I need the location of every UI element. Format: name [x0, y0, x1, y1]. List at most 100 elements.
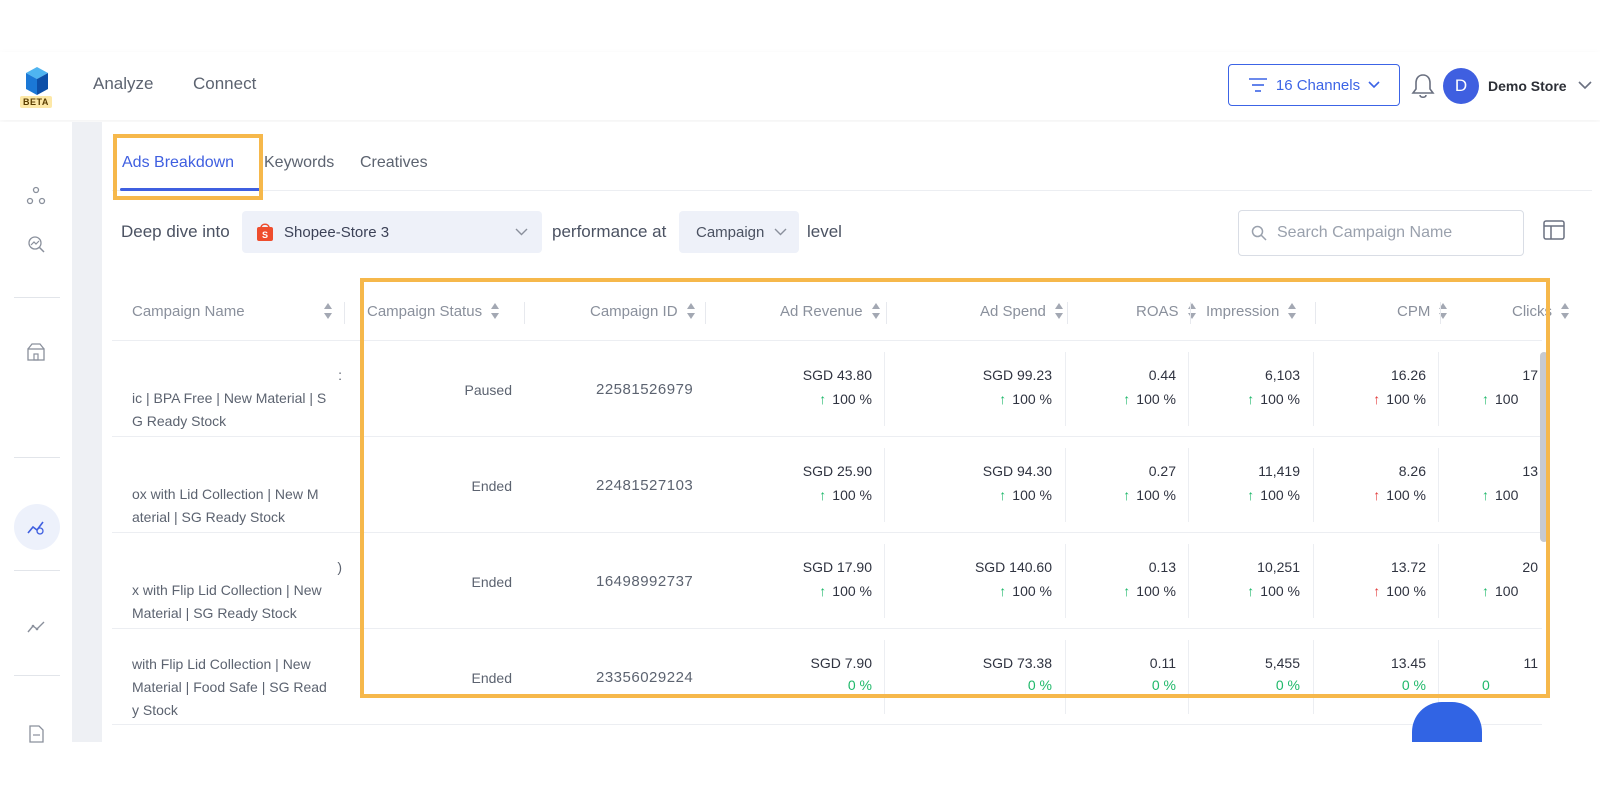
metric-change: ↑ 100 % — [922, 583, 1052, 599]
chevron-down-icon — [1368, 81, 1380, 89]
impression-cell: 5,455 0 % — [1196, 655, 1300, 693]
table-scrollbar[interactable] — [1540, 352, 1548, 542]
column-separator — [1315, 302, 1316, 324]
campaign-name-line: Material | Food Safe | SG Read — [132, 679, 327, 695]
search-analytics-icon[interactable] — [24, 232, 48, 256]
col-header-campaign-name[interactable]: Campaign Name — [132, 290, 333, 332]
sidebar — [0, 122, 72, 743]
arrow-up-icon: ↑ — [1247, 487, 1255, 503]
column-separator — [886, 302, 887, 324]
column-separator — [344, 302, 345, 324]
ads-analytics-icon[interactable] — [24, 515, 48, 539]
col-header-ad-spend[interactable]: Ad Spend — [980, 290, 1064, 332]
cell-separator — [884, 640, 885, 714]
impression-cell: 6,103 ↑ 100 % — [1196, 367, 1300, 407]
arrow-up-icon: ↑ — [1482, 391, 1489, 407]
tab-ads-breakdown[interactable]: Ads Breakdown — [122, 154, 235, 171]
change-value: 100 — [1495, 391, 1519, 407]
cell-separator — [1188, 640, 1189, 714]
clicks-cell: 13 ↑ 100 — [1482, 463, 1538, 503]
change-value: 100 % — [832, 487, 872, 503]
store-name[interactable]: Demo Store — [1488, 78, 1567, 94]
avatar[interactable]: D — [1443, 68, 1479, 104]
filter-prefix: Deep dive into — [121, 222, 230, 241]
bell-icon[interactable] — [1410, 72, 1436, 100]
col-header-label: ROAS — [1136, 302, 1179, 320]
campaign-name[interactable]: ) x with Flip Lid Collection | New Mater… — [132, 556, 342, 625]
campaign-id: 22581526979 — [596, 381, 694, 398]
campaign-name-line: G Ready Stock — [132, 413, 227, 429]
row-divider — [112, 436, 1542, 437]
sidebar-divider — [14, 457, 60, 458]
nav-analyze[interactable]: Analyze — [93, 74, 154, 93]
metric-change: 0 — [1482, 677, 1538, 693]
change-value: 100 % — [1012, 391, 1052, 407]
app-logo-icon[interactable] — [22, 65, 52, 109]
change-value: 0 % — [1151, 677, 1176, 693]
arrow-up-icon: ↑ — [1482, 487, 1489, 503]
arrow-up-red-icon: ↑ — [1373, 391, 1381, 407]
cell-separator — [1313, 352, 1314, 426]
sort-icon — [1187, 303, 1196, 319]
channels-filter-button[interactable]: 16 Channels — [1228, 64, 1400, 106]
shopee-bag-icon: S — [257, 223, 273, 241]
clicks-cell: 11 0 — [1482, 655, 1538, 693]
campaign-name-line: aterial | SG Ready Stock — [132, 509, 286, 525]
arrow-up-icon: ↑ — [999, 487, 1007, 503]
arrow-up-icon: ↑ — [999, 391, 1007, 407]
cell-separator — [1065, 352, 1066, 426]
col-header-roas[interactable]: ROAS — [1136, 290, 1197, 332]
col-header-cpm[interactable]: CPM — [1397, 290, 1448, 332]
metric-change: 0 % — [1072, 677, 1176, 693]
search-box[interactable] — [1238, 210, 1524, 256]
trend-icon[interactable] — [24, 615, 48, 639]
store-icon[interactable] — [24, 340, 48, 364]
beta-badge: BETA — [20, 96, 52, 108]
campaign-id: 23356029224 — [596, 669, 694, 686]
campaign-name[interactable]: with Flip Lid Collection | New Material … — [132, 653, 342, 722]
metric-value: SGD 7.90 — [810, 655, 872, 671]
change-value: 100 % — [1260, 487, 1300, 503]
metric-value: 0.27 — [1148, 463, 1176, 479]
change-value: 100 % — [1136, 487, 1176, 503]
level-select[interactable]: Campaign — [679, 211, 799, 253]
arrow-up-red-icon: ↑ — [1373, 583, 1381, 599]
metric-value: 16.26 — [1390, 367, 1426, 383]
columns-layout-icon[interactable] — [1542, 218, 1566, 242]
ad-spend-cell: SGD 94.30 ↑ 100 % — [922, 463, 1052, 503]
chat-support-button[interactable] — [1412, 702, 1482, 742]
sidebar-divider — [14, 297, 60, 298]
cpm-cell: 8.26 ↑ 100 % — [1322, 463, 1426, 503]
campaign-name[interactable]: : ic | BPA Free | New Material | S G Rea… — [132, 364, 342, 433]
report-icon[interactable] — [24, 722, 48, 746]
campaign-id: 22481527103 — [596, 477, 694, 494]
tab-keywords[interactable]: Keywords — [264, 154, 335, 171]
col-header-campaign-status[interactable]: Campaign Status — [367, 290, 500, 332]
column-separator — [1190, 302, 1191, 324]
nav-connect[interactable]: Connect — [193, 74, 257, 93]
campaign-name-line: y Stock — [132, 702, 178, 718]
col-header-ad-revenue[interactable]: Ad Revenue — [780, 290, 881, 332]
metric-change: ↑ 100 % — [742, 583, 872, 599]
campaign-name[interactable]: ox with Lid Collection | New M aterial |… — [132, 460, 342, 529]
arrow-up-icon: ↑ — [1247, 391, 1255, 407]
col-header-campaign-id[interactable]: Campaign ID — [590, 290, 696, 332]
sidebar-divider — [14, 675, 60, 676]
search-input[interactable] — [1275, 223, 1509, 243]
col-header-clicks[interactable]: Clicks — [1512, 290, 1570, 332]
campaign-status: Ended — [471, 574, 512, 590]
column-separator — [1440, 302, 1441, 324]
campaign-name-line: : — [338, 367, 342, 383]
sidebar-active-indicator — [14, 504, 60, 550]
impression-cell: 11,419 ↑ 100 % — [1196, 463, 1300, 503]
cell-separator — [1065, 640, 1066, 714]
search-icon — [1251, 225, 1267, 241]
chevron-down-icon[interactable] — [1578, 81, 1592, 90]
level-select-value: Campaign — [696, 223, 765, 241]
col-header-impression[interactable]: Impression — [1206, 290, 1297, 332]
metric-change: 0 % — [1322, 677, 1426, 693]
store-select[interactable]: S Shopee-Store 3 — [242, 211, 542, 253]
network-icon[interactable] — [24, 184, 48, 208]
tab-creatives[interactable]: Creatives — [360, 154, 428, 171]
metric-change: ↑ 100 — [1482, 487, 1538, 503]
